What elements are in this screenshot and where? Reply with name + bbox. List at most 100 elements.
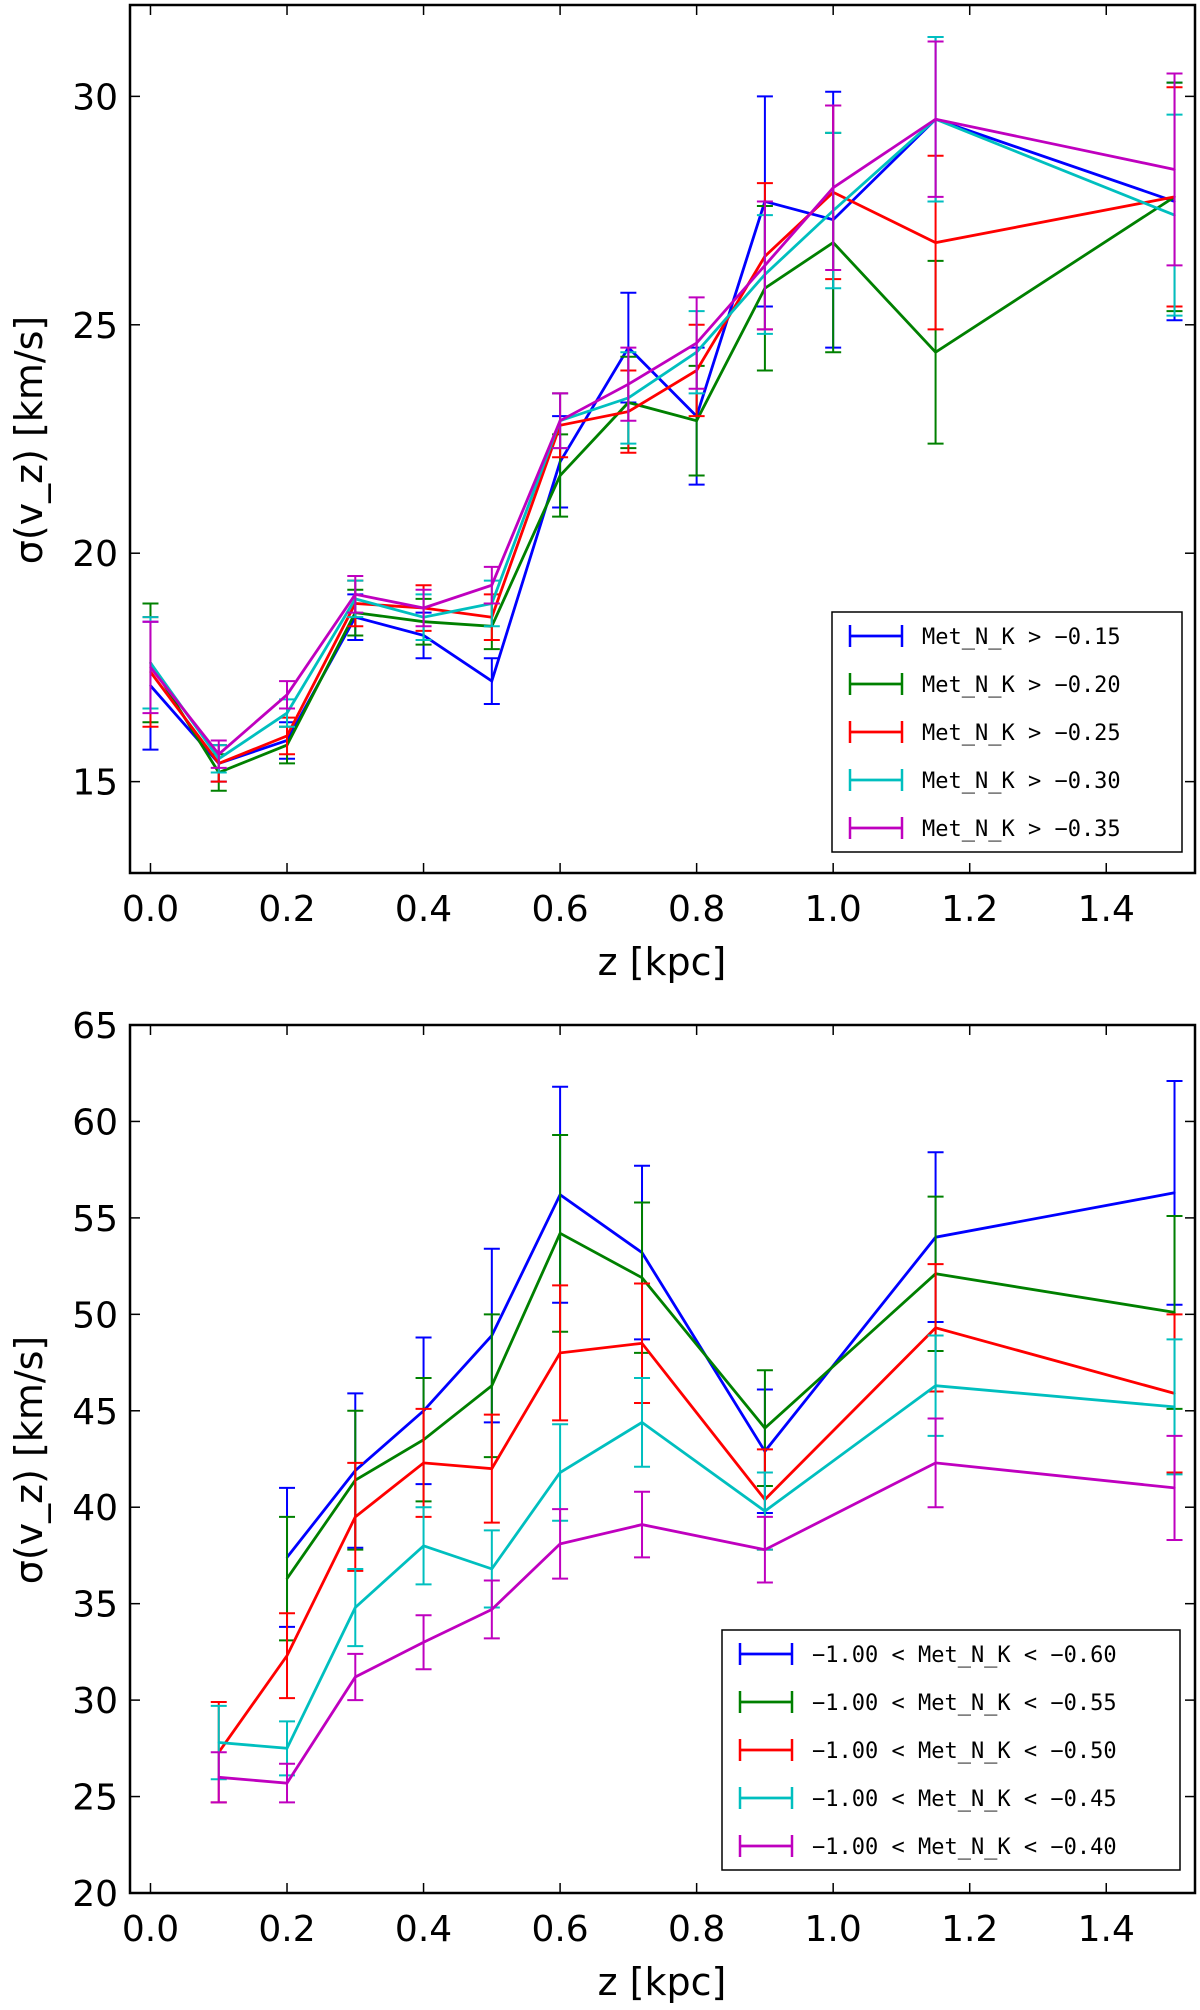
bottom-data-point [1173, 1191, 1176, 1195]
top-data-point [354, 593, 357, 596]
top-legend-entry: Met_N_K > −0.20 [848, 673, 1121, 698]
top-data-point [1173, 168, 1176, 171]
top-data-point [285, 734, 289, 738]
top-y-tick-label: 30 [72, 77, 118, 118]
top-data-point [285, 711, 289, 715]
top-data-point [285, 693, 289, 697]
top-legend-entry: Met_N_K > −0.30 [848, 769, 1121, 794]
top-data-point [934, 118, 937, 121]
bottom-data-point [422, 1641, 425, 1644]
top-legend-entry: Met_N_K > −0.25 [848, 721, 1121, 746]
bottom-y-tick-label: 30 [72, 1681, 118, 1722]
bottom-y-tick-label: 40 [72, 1488, 118, 1529]
top-x-tick-label: 0.4 [395, 889, 452, 930]
bottom-y-tick-label: 65 [72, 1006, 118, 1047]
bottom-legend-entry: −1.00 < Met_N_K < −0.45 [738, 1787, 1117, 1812]
bottom-data-point [640, 1523, 644, 1526]
top-data-point [695, 341, 698, 345]
bottom-y-tick-label: 60 [72, 1102, 118, 1143]
top-data-point [558, 419, 562, 422]
bottom-y-tick-label: 50 [72, 1295, 118, 1336]
bottom-series-4 [210, 1334, 1183, 1781]
bottom-data-point [1173, 1486, 1176, 1490]
bottom-data-point [490, 1567, 494, 1571]
bottom-data-point [558, 1471, 562, 1474]
top-y-axis-label: σ(v_z) [km/s] [7, 316, 51, 565]
bottom-series-layer [210, 1079, 1183, 1804]
top-y-tick-label: 25 [72, 306, 118, 347]
top-x-tick-label: 0.2 [258, 889, 315, 930]
bottom-y-tick-label: 35 [72, 1585, 118, 1626]
bottom-data-point [558, 1351, 562, 1355]
bottom-legend: −1.00 < Met_N_K < −0.60 −1.00 < Met_N_K <… [721, 1629, 1181, 1871]
bottom-y-tick-label: 45 [72, 1392, 118, 1433]
top-series-5 [142, 40, 1183, 769]
top-data-point [490, 679, 494, 683]
bottom-x-tick-label: 0.8 [668, 1909, 725, 1950]
bottom-legend-label: −1.00 < Met_N_K < −0.45 [812, 1787, 1117, 1812]
top-x-tick-label: 1.2 [941, 889, 998, 930]
bottom-legend-label: −1.00 < Met_N_K < −0.60 [812, 1643, 1117, 1668]
bottom-data-point [558, 1542, 562, 1546]
top-x-tick-label: 0.0 [122, 889, 179, 930]
bottom-x-axis-label: z [kpc] [598, 1960, 727, 2004]
bottom-x-tick-label: 0.2 [258, 1909, 315, 1950]
bottom-x-tick-label: 0.6 [531, 1909, 588, 1950]
bottom-series-line [217, 1326, 1175, 1754]
bottom-legend-entry: −1.00 < Met_N_K < −0.50 [738, 1739, 1117, 1764]
bottom-data-point [422, 1461, 425, 1465]
bottom-data-point [640, 1276, 644, 1279]
top-data-point [217, 753, 220, 756]
bottom-data-point [763, 1509, 767, 1513]
top-data-point [934, 241, 937, 244]
bottom-panel: 0.0 0.2 0.4 0.6 0.8 1.0 1.2 1.4 20 25 30 35 40 45 50 55… [7, 1006, 1197, 2004]
bottom-ticks-layer: 0.0 0.2 0.4 0.6 0.8 1.0 1.2 1.4 20 25 30 35 40 45 50 55… [72, 1006, 1195, 1950]
bottom-plot-frame [128, 1023, 1197, 1895]
top-data-point [149, 666, 152, 669]
bottom-data-point [285, 1654, 289, 1657]
top-legend-entry: Met_N_K > −0.35 [848, 817, 1121, 842]
bottom-series-5 [210, 1417, 1183, 1804]
bottom-legend-label: −1.00 < Met_N_K < −0.50 [812, 1739, 1117, 1764]
top-data-point [490, 583, 494, 587]
bottom-data-point [285, 1747, 289, 1750]
bottom-data-point [354, 1515, 357, 1519]
bottom-data-point [934, 1461, 937, 1465]
bottom-data-point [763, 1548, 767, 1551]
top-data-point [763, 264, 767, 267]
bottom-data-point [354, 1606, 357, 1609]
bottom-data-point [285, 1781, 289, 1785]
bottom-data-point [640, 1421, 644, 1424]
top-series-layer [142, 35, 1183, 792]
top-data-point [695, 419, 698, 422]
bottom-data-point [217, 1741, 220, 1744]
top-data-point [422, 606, 425, 610]
top-legend-entry: Met_N_K > −0.15 [848, 625, 1121, 650]
top-data-point [831, 186, 835, 189]
bottom-x-tick-label: 1.2 [941, 1909, 998, 1950]
bottom-data-point [490, 1467, 494, 1470]
bottom-legend-entry: −1.00 < Met_N_K < −0.60 [738, 1643, 1117, 1668]
bottom-y-tick-label: 20 [72, 1874, 118, 1915]
bottom-data-point [1173, 1311, 1176, 1314]
bottom-x-tick-label: 0.0 [122, 1909, 179, 1950]
bottom-series-line [218, 1384, 1175, 1750]
bottom-data-point [490, 1608, 494, 1611]
bottom-legend-label: −1.00 < Met_N_K < −0.55 [812, 1691, 1117, 1716]
top-x-tick-label: 1.4 [1078, 889, 1135, 930]
bottom-data-point [558, 1232, 562, 1235]
top-x-tick-label: 0.6 [531, 889, 588, 930]
bottom-legend-label: −1.00 < Met_N_K < −0.40 [812, 1835, 1117, 1860]
bottom-data-point [217, 1776, 220, 1779]
bottom-data-point [763, 1426, 767, 1430]
bottom-x-tick-label: 1.0 [805, 1909, 862, 1950]
bottom-data-point [422, 1544, 425, 1548]
top-legend: Met_N_K > −0.15 Met_N_K > −0.20 Met_N_K > … [831, 611, 1183, 853]
bottom-data-point [285, 1577, 289, 1580]
bottom-series-line [218, 1461, 1175, 1785]
top-y-tick-label: 20 [72, 534, 118, 575]
bottom-legend-entry: −1.00 < Met_N_K < −0.40 [738, 1835, 1117, 1860]
bottom-x-tick-label: 1.4 [1078, 1909, 1135, 1950]
bottom-data-point [934, 1326, 937, 1330]
